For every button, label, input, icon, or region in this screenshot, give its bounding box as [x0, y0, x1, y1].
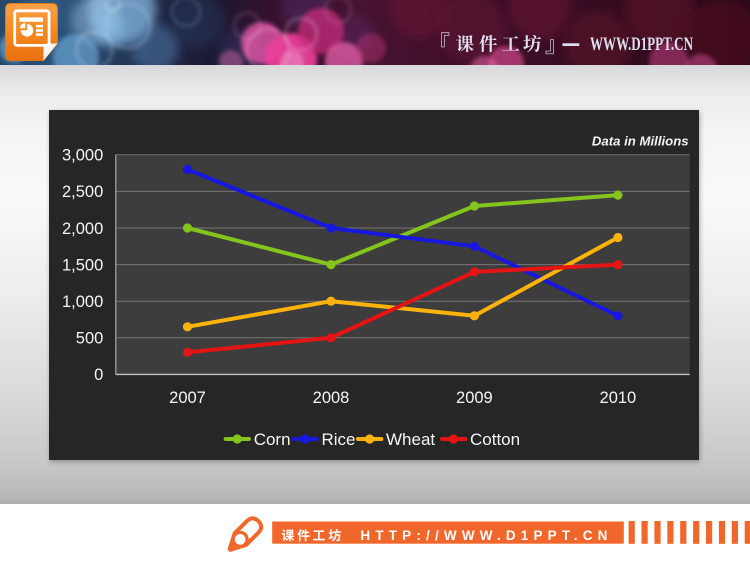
svg-text:Wheat: Wheat: [386, 430, 435, 449]
svg-text:2010: 2010: [600, 389, 637, 407]
svg-text:1,500: 1,500: [62, 256, 103, 274]
svg-text:500: 500: [76, 330, 104, 348]
svg-text:0: 0: [94, 366, 103, 384]
svg-text:Rice: Rice: [322, 430, 356, 449]
svg-text:WWW.D1PPT.CN: WWW.D1PPT.CN: [590, 34, 693, 55]
svg-text:Cotton: Cotton: [470, 430, 520, 449]
svg-text:Corn: Corn: [254, 430, 291, 449]
svg-text:2007: 2007: [169, 389, 206, 407]
svg-text:Data in Millions: Data in Millions: [592, 133, 689, 148]
svg-text:1,000: 1,000: [62, 293, 103, 311]
svg-text:2008: 2008: [313, 389, 350, 407]
svg-text:2009: 2009: [456, 389, 493, 407]
svg-text:2,500: 2,500: [62, 183, 103, 201]
svg-text:3,000: 3,000: [62, 147, 103, 165]
svg-text:2,000: 2,000: [62, 220, 103, 238]
